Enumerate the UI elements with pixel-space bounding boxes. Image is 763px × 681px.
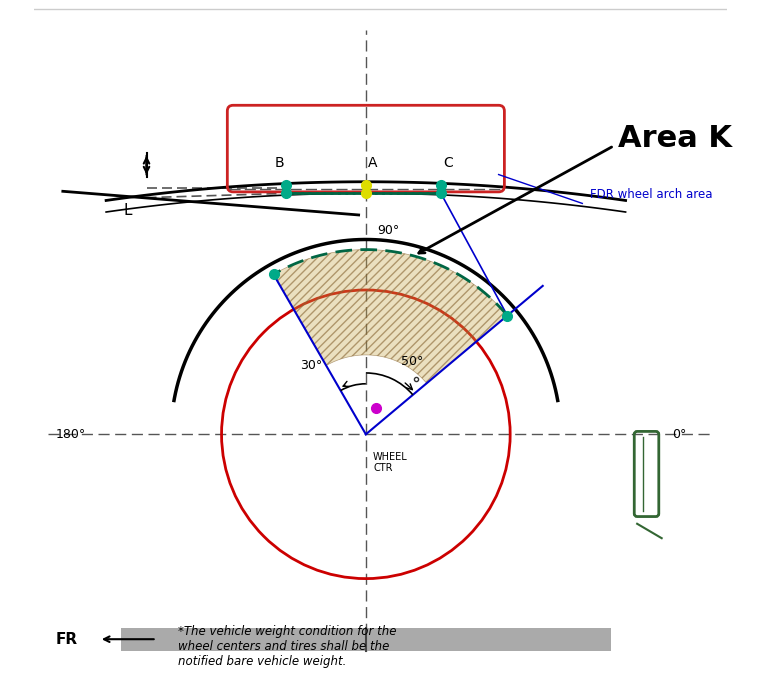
Text: *The vehicle weight condition for the
wheel centers and tires shall be the
notif: *The vehicle weight condition for the wh… (179, 625, 397, 668)
Text: A: A (369, 157, 378, 170)
Text: FR: FR (56, 632, 78, 647)
FancyBboxPatch shape (121, 628, 611, 651)
Text: L: L (124, 203, 132, 218)
Text: B: B (275, 157, 284, 170)
Text: 30°: 30° (300, 360, 322, 373)
Text: 0°: 0° (671, 428, 686, 441)
Text: 50°: 50° (401, 355, 423, 368)
Polygon shape (273, 250, 507, 383)
Text: 90°: 90° (378, 223, 400, 236)
Text: Area K: Area K (618, 124, 732, 153)
Text: FDR wheel arch area: FDR wheel arch area (590, 187, 712, 200)
Text: WHEEL
CTR: WHEEL CTR (373, 452, 407, 473)
Text: 180°: 180° (56, 428, 86, 441)
Text: C: C (443, 157, 453, 170)
